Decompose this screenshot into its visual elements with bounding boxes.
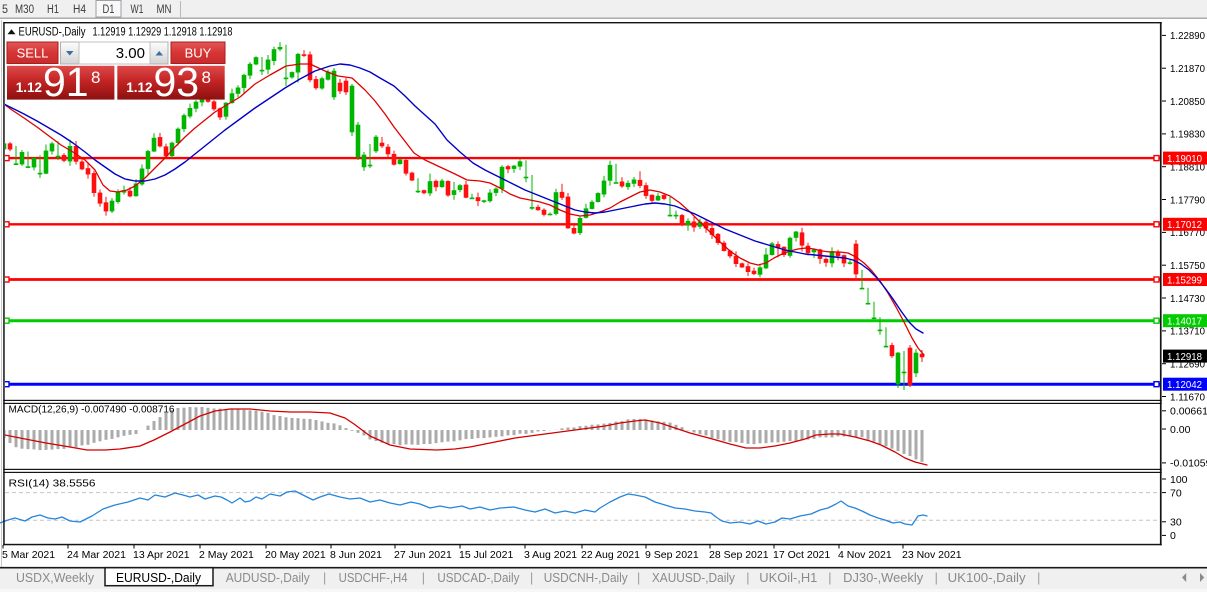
- svg-text:5: 5: [2, 4, 8, 16]
- svg-text:100: 100: [1170, 474, 1188, 486]
- svg-text:1.17012: 1.17012: [1167, 219, 1202, 231]
- svg-text:DJ30-,Weekly: DJ30-,Weekly: [843, 571, 924, 585]
- svg-text:4 Nov 2021: 4 Nov 2021: [838, 549, 892, 561]
- svg-text:1.13710: 1.13710: [1170, 326, 1205, 338]
- svg-text:23 Nov 2021: 23 Nov 2021: [902, 549, 962, 561]
- svg-text:|: |: [422, 571, 425, 585]
- svg-text:91: 91: [43, 59, 89, 105]
- svg-text:1.14730: 1.14730: [1170, 293, 1205, 305]
- svg-text:1.19010: 1.19010: [1167, 153, 1202, 165]
- svg-text:|: |: [1037, 571, 1040, 585]
- svg-text:MACD(12,26,9) -0.007490 -0.008: MACD(12,26,9) -0.007490 -0.008716: [9, 404, 175, 416]
- svg-text:EURUSD-,Daily: EURUSD-,Daily: [19, 27, 86, 39]
- svg-text:1.11670: 1.11670: [1170, 391, 1205, 403]
- svg-text:3.00: 3.00: [116, 45, 145, 62]
- svg-text:0: 0: [1170, 530, 1176, 542]
- svg-text:|: |: [935, 571, 938, 585]
- svg-text:BUY: BUY: [185, 46, 212, 61]
- svg-text:USDCAD-,Daily: USDCAD-,Daily: [437, 571, 520, 585]
- svg-text:|: |: [637, 571, 640, 585]
- svg-text:AUDUSD-,Daily: AUDUSD-,Daily: [226, 571, 311, 585]
- svg-text:H1: H1: [47, 4, 59, 16]
- svg-text:XAUUSD-,Daily: XAUUSD-,Daily: [652, 571, 736, 585]
- svg-text:70: 70: [1170, 487, 1182, 499]
- svg-text:1.12918: 1.12918: [1167, 351, 1202, 363]
- svg-text:9 Sep 2021: 9 Sep 2021: [645, 549, 699, 561]
- svg-text:3 Aug 2021: 3 Aug 2021: [524, 549, 577, 561]
- svg-text:UKOil-,H1: UKOil-,H1: [759, 571, 817, 585]
- svg-text:1.12919 1.12929 1.12918 1.1291: 1.12919 1.12929 1.12918 1.12918: [93, 27, 233, 39]
- svg-text:17 Oct 2021: 17 Oct 2021: [773, 549, 830, 561]
- svg-text:1.19830: 1.19830: [1170, 129, 1205, 141]
- svg-text:1.15299: 1.15299: [1167, 274, 1202, 286]
- svg-text:1.12: 1.12: [126, 80, 152, 95]
- svg-text:1.12042: 1.12042: [1167, 379, 1202, 391]
- svg-text:22 Aug 2021: 22 Aug 2021: [581, 549, 640, 561]
- svg-text:|: |: [530, 571, 533, 585]
- svg-text:0.006611: 0.006611: [1170, 406, 1207, 418]
- svg-text:|: |: [828, 571, 831, 585]
- svg-text:93: 93: [154, 59, 200, 105]
- svg-text:|: |: [323, 571, 326, 585]
- svg-text:20 May 2021: 20 May 2021: [265, 549, 326, 561]
- svg-text:1.15750: 1.15750: [1170, 260, 1205, 272]
- svg-text:UK100-,Daily: UK100-,Daily: [948, 571, 1027, 585]
- svg-text:8: 8: [91, 68, 100, 87]
- svg-text:27 Jun 2021: 27 Jun 2021: [394, 549, 452, 561]
- svg-text:8: 8: [202, 68, 211, 87]
- svg-text:MN: MN: [157, 4, 172, 16]
- svg-text:EURUSD-,Daily: EURUSD-,Daily: [116, 571, 202, 585]
- svg-text:1.22890: 1.22890: [1170, 30, 1205, 42]
- svg-text:USDCHF-,H4: USDCHF-,H4: [339, 571, 408, 585]
- svg-text:RSI(14) 38.5556: RSI(14) 38.5556: [9, 478, 96, 490]
- svg-text:1.14017: 1.14017: [1167, 316, 1202, 328]
- svg-text:13 Apr 2021: 13 Apr 2021: [133, 549, 190, 561]
- svg-text:|: |: [746, 571, 749, 585]
- svg-text:28 Sep 2021: 28 Sep 2021: [709, 549, 769, 561]
- svg-text:USDCNH-,Daily: USDCNH-,Daily: [544, 571, 629, 585]
- svg-text:SELL: SELL: [17, 46, 49, 61]
- svg-text:15 Jul 2021: 15 Jul 2021: [459, 549, 513, 561]
- svg-text:5 Mar 2021: 5 Mar 2021: [2, 549, 55, 561]
- svg-text:W1: W1: [131, 4, 144, 16]
- svg-text:2 May 2021: 2 May 2021: [199, 549, 254, 561]
- svg-text:M30: M30: [15, 4, 34, 16]
- svg-text:-0.010599: -0.010599: [1170, 458, 1207, 470]
- svg-text:8 Jun 2021: 8 Jun 2021: [330, 549, 382, 561]
- svg-text:D1: D1: [103, 4, 115, 16]
- svg-text:24 Mar 2021: 24 Mar 2021: [67, 549, 126, 561]
- svg-text:H4: H4: [73, 4, 87, 16]
- svg-text:30: 30: [1170, 517, 1182, 529]
- svg-text:0.00: 0.00: [1170, 424, 1191, 436]
- svg-text:USDX,Weekly: USDX,Weekly: [16, 571, 95, 585]
- svg-text:1.21870: 1.21870: [1170, 63, 1205, 75]
- svg-text:1.12: 1.12: [16, 80, 42, 95]
- svg-text:1.17790: 1.17790: [1170, 194, 1205, 206]
- svg-text:1.20850: 1.20850: [1170, 96, 1205, 108]
